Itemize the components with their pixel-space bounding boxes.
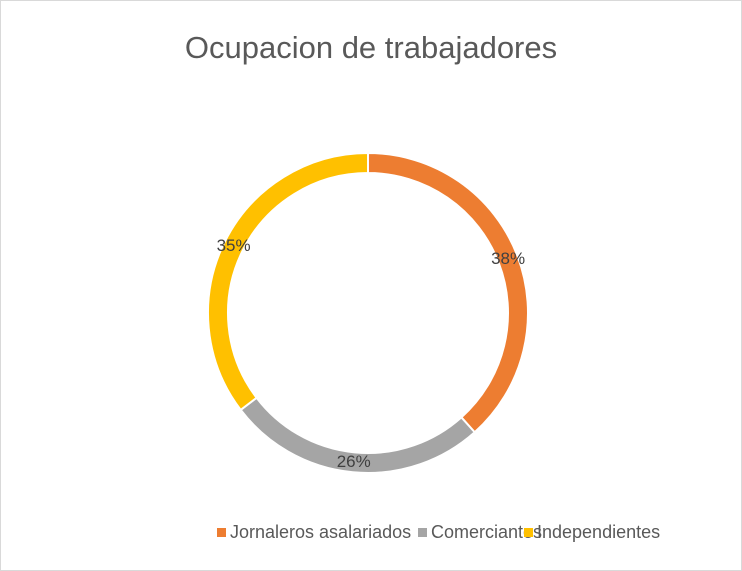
legend-swatch xyxy=(524,528,533,537)
doughnut-slice xyxy=(207,151,369,412)
legend-label: Comerciantes xyxy=(431,522,542,542)
legend-swatch xyxy=(217,528,226,537)
data-label: 26% xyxy=(337,452,371,471)
chart-title: Ocupacion de trabajadores xyxy=(185,30,557,65)
legend-swatch xyxy=(418,528,427,537)
data-label: 38% xyxy=(491,249,525,268)
legend-label: Jornaleros asalariados xyxy=(230,522,411,542)
legend-label: Independientes xyxy=(537,522,660,542)
data-label: 35% xyxy=(217,236,251,255)
